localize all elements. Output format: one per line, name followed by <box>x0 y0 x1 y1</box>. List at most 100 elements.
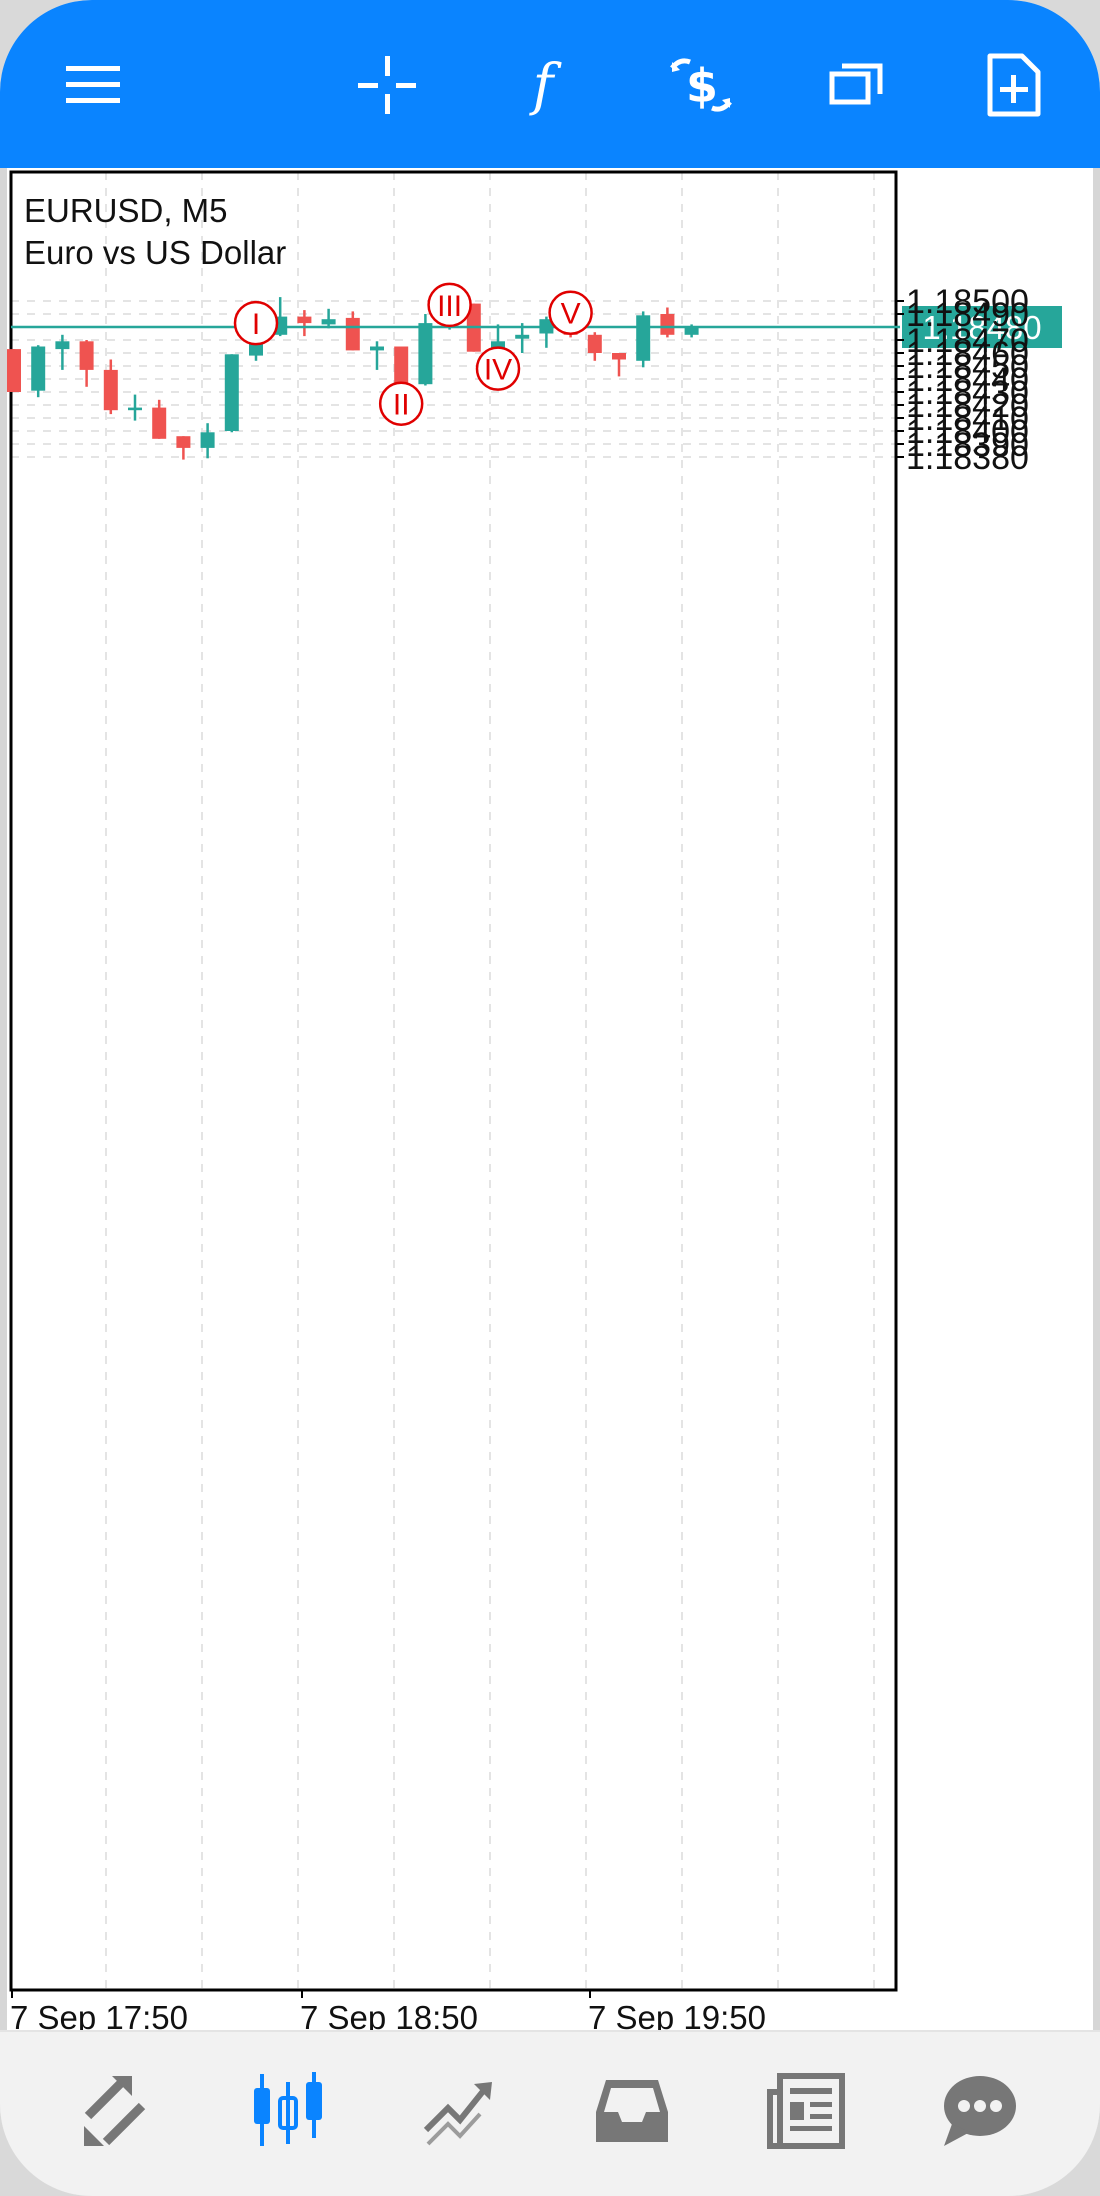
trade-icon: $ <box>670 58 732 113</box>
chart-frame <box>9 170 898 1992</box>
candle-body <box>587 334 602 353</box>
candle-body <box>224 354 239 431</box>
chat-icon <box>944 2076 1016 2146</box>
candle-body <box>612 353 626 360</box>
new-object-icon <box>987 53 1041 117</box>
svg-text:f: f <box>529 53 563 118</box>
time-scale[interactable]: 7 Sep 17:50 7 Sep 18:50 7 Sep 19:50 <box>10 1990 766 2030</box>
windows-button[interactable] <box>814 42 900 128</box>
y-tick-label: 1.18400 <box>906 413 1029 451</box>
nav-news[interactable] <box>756 2060 856 2160</box>
y-tick-label: 1.18440 <box>906 361 1029 399</box>
current-price-label: 1.18480 <box>922 309 1041 346</box>
trade-nav-icon <box>423 2082 492 2146</box>
wave-label: I <box>233 300 279 346</box>
wave-label: V <box>548 290 593 335</box>
bottom-navigation <box>0 2030 1100 2196</box>
candle-body <box>152 407 167 439</box>
candle-body <box>394 346 409 383</box>
nav-chart[interactable] <box>238 2060 338 2160</box>
new-object-button[interactable] <box>970 42 1056 128</box>
nav-chat[interactable] <box>928 2060 1028 2160</box>
candle <box>128 394 142 421</box>
candle-body <box>345 317 360 351</box>
candle-body <box>684 327 699 335</box>
price-scale[interactable]: 1.185001.184901.184701.184601.184501.184… <box>896 283 1029 477</box>
candle-body <box>321 319 336 325</box>
candle <box>31 345 46 398</box>
candle <box>418 314 433 386</box>
price-chart[interactable]: 1.18480 1.185001.184901.184701.184601.18… <box>0 168 1100 2030</box>
wave-label-circle <box>548 290 593 335</box>
wave-label-text: III <box>437 290 462 323</box>
candle <box>224 354 239 433</box>
wave-label-text: I <box>252 308 260 341</box>
y-tick-label: 1.18430 <box>906 374 1029 412</box>
x-tick-label: 7 Sep 17:50 <box>10 1999 188 2030</box>
chart-area[interactable]: 1.18480 1.18500 1.18490 1.18470 1.18460 1.18… <box>0 168 1100 2030</box>
chart-icon <box>254 2072 322 2146</box>
current-price-tag <box>902 306 1062 348</box>
wave-label: II <box>378 381 424 426</box>
y-tick-label: 1.18410 <box>906 400 1029 438</box>
candle-body <box>200 432 215 448</box>
symbol-info: EURUSD, M5 Euro vs US Dollar <box>24 190 286 274</box>
y-tick-label: 1.18380 <box>906 439 1029 477</box>
x-tick-label: 7 Sep 18:50 <box>300 1999 478 2030</box>
wave-label-text: V <box>561 298 581 331</box>
candle-body <box>660 314 675 335</box>
indicators-button[interactable]: f <box>500 42 586 128</box>
symbol-description: Euro vs US Dollar <box>24 234 287 271</box>
y-tick-label: 1.18490 <box>906 296 1029 334</box>
symbol-timeframe: EURUSD, M5 <box>24 192 228 229</box>
wave-label-circle <box>233 300 279 346</box>
nav-trade[interactable] <box>410 2060 510 2160</box>
menu-button[interactable] <box>50 42 136 128</box>
candle-body <box>55 341 70 350</box>
candle <box>200 423 215 459</box>
wave-label-circle <box>475 346 521 391</box>
crosshair-icon <box>358 56 416 114</box>
function-icon: f <box>529 53 563 118</box>
history-icon <box>596 2080 668 2142</box>
nav-quotes[interactable] <box>68 2060 168 2160</box>
candle <box>612 353 626 377</box>
candle-body <box>128 407 142 411</box>
wave-label-text: IV <box>484 354 512 387</box>
candle-body <box>297 316 312 324</box>
candle <box>587 332 602 361</box>
y-tick-label: 1.18500 <box>906 283 1029 321</box>
candle-body <box>31 346 46 391</box>
y-tick-label: 1.18420 <box>906 387 1029 425</box>
wave-label-circle <box>427 282 472 328</box>
trade-button[interactable]: $ <box>658 42 744 128</box>
news-icon <box>767 2073 845 2149</box>
candle-body <box>418 323 433 385</box>
quotes-icon <box>84 2076 146 2146</box>
candle <box>660 307 675 338</box>
candle <box>176 436 191 460</box>
candle-body <box>176 436 191 448</box>
wave-label: IV <box>475 346 521 391</box>
candle <box>345 311 360 351</box>
y-tick-label: 1.18460 <box>906 335 1029 373</box>
chart-grid <box>11 172 896 1990</box>
crosshair-button[interactable] <box>344 42 430 128</box>
candle <box>103 359 118 415</box>
candle-body <box>370 346 384 351</box>
y-tick-label: 1.18390 <box>906 426 1029 464</box>
candle <box>79 340 94 387</box>
nav-history[interactable] <box>582 2060 682 2160</box>
y-tick-label: 1.18450 <box>906 348 1029 386</box>
candle-body <box>7 349 21 392</box>
candle <box>152 399 167 439</box>
candle-body <box>491 341 505 351</box>
candle <box>370 341 384 370</box>
menu-icon <box>66 66 120 103</box>
y-tick-label: 1.18470 <box>906 322 1029 360</box>
candle-body <box>636 315 651 361</box>
wave-label-text: II <box>393 389 410 422</box>
candle <box>7 349 21 392</box>
